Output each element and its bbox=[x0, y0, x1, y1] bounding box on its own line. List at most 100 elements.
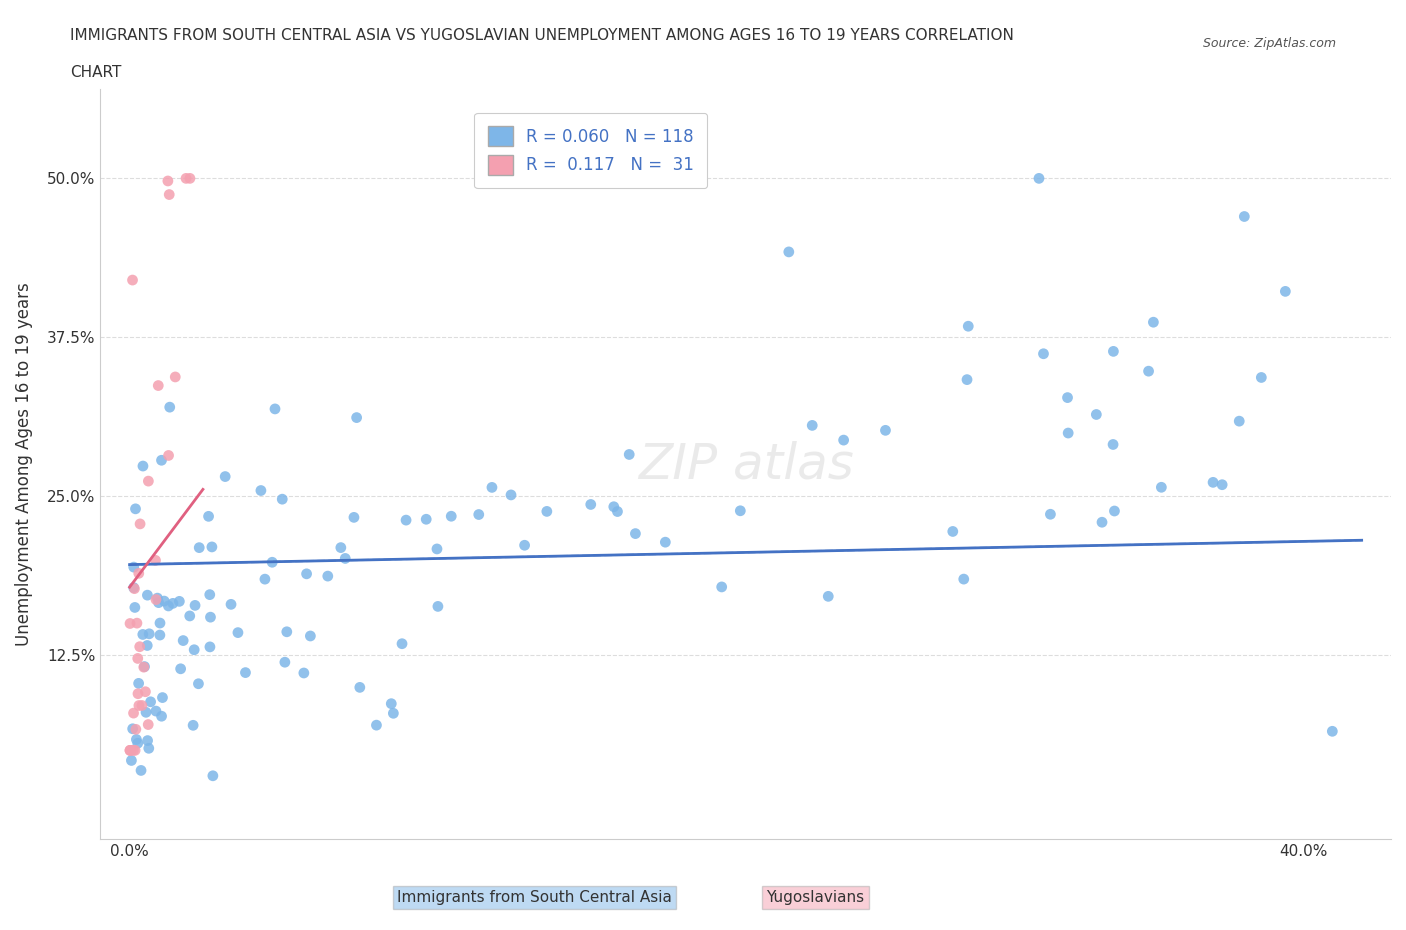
Immigrants from South Central Asia bbox=[122, 580, 145, 595]
Immigrants from South Central Asia bbox=[253, 572, 276, 587]
Immigrants from South Central Asia bbox=[1227, 414, 1250, 429]
Yugoslavians bbox=[132, 659, 155, 674]
Yugoslavians bbox=[157, 448, 180, 463]
Immigrants from South Central Asia bbox=[150, 709, 173, 724]
Yugoslavians bbox=[174, 171, 197, 186]
Immigrants from South Central Asia bbox=[138, 627, 160, 642]
Immigrants from South Central Asia bbox=[536, 504, 558, 519]
Immigrants from South Central Asia bbox=[183, 643, 205, 658]
Immigrants from South Central Asia bbox=[440, 509, 463, 524]
Immigrants from South Central Asia bbox=[468, 507, 491, 522]
Yugoslavians bbox=[118, 616, 141, 631]
Immigrants from South Central Asia bbox=[129, 763, 152, 777]
Yugoslavians bbox=[124, 743, 146, 758]
Yugoslavians bbox=[120, 743, 142, 758]
Immigrants from South Central Asia bbox=[149, 616, 172, 631]
Immigrants from South Central Asia bbox=[201, 768, 224, 783]
Immigrants from South Central Asia bbox=[603, 499, 626, 514]
Immigrants from South Central Asia bbox=[956, 372, 979, 387]
Yugoslavians bbox=[134, 684, 156, 699]
Immigrants from South Central Asia bbox=[146, 591, 169, 605]
Immigrants from South Central Asia bbox=[226, 625, 249, 640]
Immigrants from South Central Asia bbox=[1104, 503, 1126, 518]
Immigrants from South Central Asia bbox=[145, 704, 167, 719]
Immigrants from South Central Asia bbox=[1102, 437, 1125, 452]
Yugoslavians bbox=[118, 743, 141, 758]
Immigrants from South Central Asia bbox=[579, 497, 602, 512]
Immigrants from South Central Asia bbox=[136, 588, 159, 603]
Yugoslavians bbox=[179, 171, 201, 186]
Immigrants from South Central Asia bbox=[214, 469, 236, 484]
Immigrants from South Central Asia bbox=[817, 589, 839, 604]
Yugoslavians bbox=[127, 651, 149, 666]
Text: CHART: CHART bbox=[70, 65, 122, 80]
Immigrants from South Central Asia bbox=[124, 600, 146, 615]
Immigrants from South Central Asia bbox=[395, 512, 418, 527]
Immigrants from South Central Asia bbox=[292, 666, 315, 681]
Immigrants from South Central Asia bbox=[1102, 344, 1125, 359]
Immigrants from South Central Asia bbox=[875, 423, 897, 438]
Immigrants from South Central Asia bbox=[149, 628, 172, 643]
Immigrants from South Central Asia bbox=[1028, 171, 1050, 186]
Immigrants from South Central Asia bbox=[349, 680, 371, 695]
Immigrants from South Central Asia bbox=[1032, 346, 1054, 361]
Immigrants from South Central Asia bbox=[250, 483, 273, 498]
Immigrants from South Central Asia bbox=[1250, 370, 1272, 385]
Immigrants from South Central Asia bbox=[152, 690, 174, 705]
Text: ZIP atlas: ZIP atlas bbox=[638, 441, 853, 488]
Immigrants from South Central Asia bbox=[1150, 480, 1173, 495]
Yugoslavians bbox=[125, 722, 148, 737]
Immigrants from South Central Asia bbox=[832, 432, 855, 447]
Yugoslavians bbox=[128, 698, 150, 713]
Immigrants from South Central Asia bbox=[1233, 209, 1256, 224]
Immigrants from South Central Asia bbox=[139, 695, 162, 710]
Immigrants from South Central Asia bbox=[499, 487, 522, 502]
Y-axis label: Unemployment Among Ages 16 to 19 years: Unemployment Among Ages 16 to 19 years bbox=[15, 283, 32, 646]
Immigrants from South Central Asia bbox=[426, 541, 449, 556]
Immigrants from South Central Asia bbox=[299, 629, 322, 644]
Immigrants from South Central Asia bbox=[187, 676, 209, 691]
Immigrants from South Central Asia bbox=[125, 732, 148, 747]
Immigrants from South Central Asia bbox=[619, 447, 641, 462]
Yugoslavians bbox=[165, 369, 187, 384]
Yugoslavians bbox=[157, 187, 180, 202]
Immigrants from South Central Asia bbox=[157, 599, 180, 614]
Immigrants from South Central Asia bbox=[1322, 724, 1344, 738]
Immigrants from South Central Asia bbox=[132, 458, 155, 473]
Immigrants from South Central Asia bbox=[159, 400, 181, 415]
Immigrants from South Central Asia bbox=[335, 551, 357, 565]
Immigrants from South Central Asia bbox=[952, 572, 974, 587]
Yugoslavians bbox=[131, 698, 153, 713]
Yugoslavians bbox=[145, 592, 167, 607]
Immigrants from South Central Asia bbox=[1202, 475, 1225, 490]
Immigrants from South Central Asia bbox=[1211, 477, 1233, 492]
Yugoslavians bbox=[128, 566, 150, 581]
Immigrants from South Central Asia bbox=[346, 410, 368, 425]
Legend: R = 0.060   N = 118, R =  0.117   N =  31: R = 0.060 N = 118, R = 0.117 N = 31 bbox=[474, 113, 707, 189]
Immigrants from South Central Asia bbox=[132, 627, 155, 642]
Text: Source: ZipAtlas.com: Source: ZipAtlas.com bbox=[1202, 37, 1336, 50]
Immigrants from South Central Asia bbox=[1137, 364, 1160, 379]
Immigrants from South Central Asia bbox=[276, 624, 298, 639]
Immigrants from South Central Asia bbox=[121, 722, 143, 737]
Immigrants from South Central Asia bbox=[1274, 284, 1296, 299]
Immigrants from South Central Asia bbox=[1039, 507, 1062, 522]
Immigrants from South Central Asia bbox=[942, 524, 965, 538]
Immigrants from South Central Asia bbox=[481, 480, 503, 495]
Immigrants from South Central Asia bbox=[513, 538, 536, 552]
Immigrants from South Central Asia bbox=[122, 560, 145, 575]
Text: Immigrants from South Central Asia: Immigrants from South Central Asia bbox=[396, 890, 672, 905]
Yugoslavians bbox=[156, 174, 179, 189]
Text: IMMIGRANTS FROM SOUTH CENTRAL ASIA VS YUGOSLAVIAN UNEMPLOYMENT AMONG AGES 16 TO : IMMIGRANTS FROM SOUTH CENTRAL ASIA VS YU… bbox=[70, 28, 1014, 43]
Immigrants from South Central Asia bbox=[343, 510, 366, 525]
Yugoslavians bbox=[118, 743, 141, 758]
Immigrants from South Central Asia bbox=[201, 539, 224, 554]
Yugoslavians bbox=[124, 581, 146, 596]
Immigrants from South Central Asia bbox=[148, 595, 170, 610]
Immigrants from South Central Asia bbox=[710, 579, 733, 594]
Immigrants from South Central Asia bbox=[128, 676, 150, 691]
Immigrants from South Central Asia bbox=[136, 638, 159, 653]
Immigrants from South Central Asia bbox=[120, 753, 142, 768]
Immigrants from South Central Asia bbox=[426, 599, 449, 614]
Immigrants from South Central Asia bbox=[134, 659, 156, 674]
